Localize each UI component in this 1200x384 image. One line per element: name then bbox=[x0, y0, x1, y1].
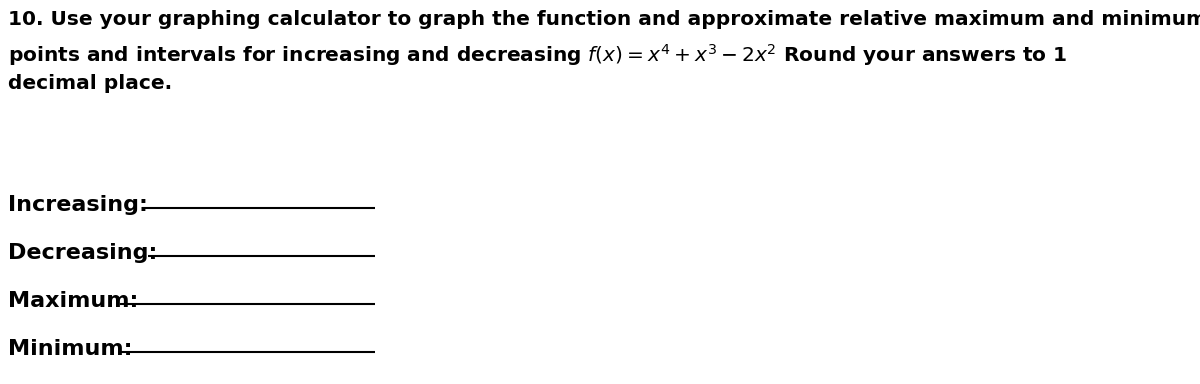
Text: Minimum:: Minimum: bbox=[8, 339, 132, 359]
Text: points and intervals for increasing and decreasing $f(x) = x^4 + x^3 - 2x^2$ Rou: points and intervals for increasing and … bbox=[8, 42, 1067, 68]
Text: decimal place.: decimal place. bbox=[8, 74, 172, 93]
Text: Maximum:: Maximum: bbox=[8, 291, 138, 311]
Text: Decreasing:: Decreasing: bbox=[8, 243, 157, 263]
Text: Increasing:: Increasing: bbox=[8, 195, 148, 215]
Text: 10. Use your graphing calculator to graph the function and approximate relative : 10. Use your graphing calculator to grap… bbox=[8, 10, 1200, 29]
